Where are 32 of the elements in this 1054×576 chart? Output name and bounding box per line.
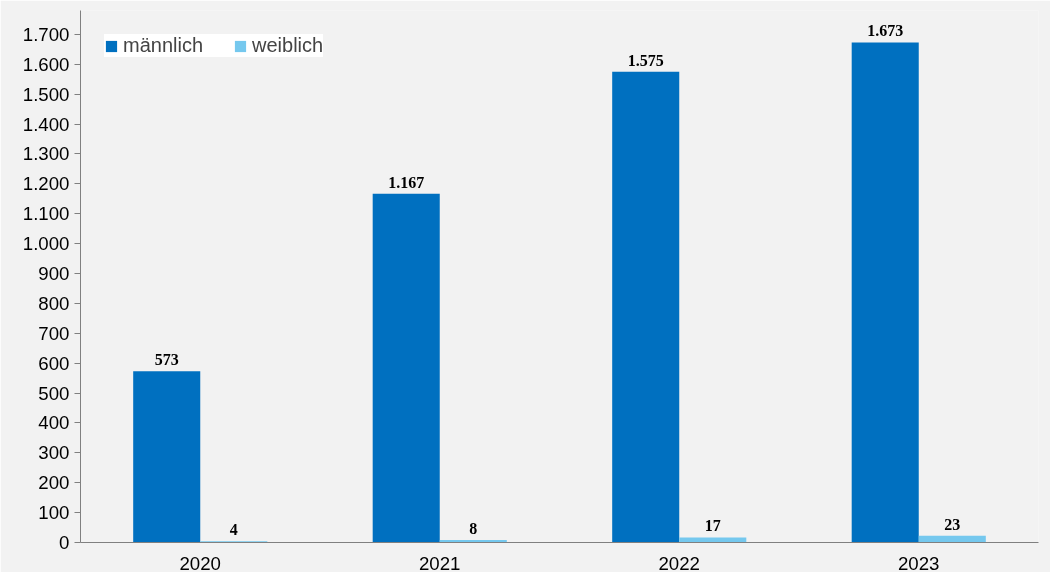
data-label: 1.673 [867, 22, 904, 40]
y-tick-label: 800 [38, 292, 70, 314]
y-tick-label: 600 [38, 352, 70, 374]
y-tick-label: 1.200 [22, 173, 70, 195]
y-tick-label: 1.000 [22, 233, 70, 255]
y-tick-label: 1.500 [22, 83, 70, 105]
legend-label: männlich [123, 34, 204, 57]
y-tick-label: 1.100 [22, 203, 70, 225]
y-tick-label: 1.300 [22, 143, 70, 165]
y-tick-label: 100 [38, 502, 70, 524]
data-label: 8 [469, 520, 478, 538]
x-tick-label: 2022 [658, 552, 701, 574]
data-label: 573 [154, 351, 179, 369]
y-tick-label: 200 [38, 472, 70, 494]
y-tick-label: 1.600 [22, 53, 70, 75]
y-tick-label: 0 [59, 532, 70, 553]
y-tick-label: 1.400 [22, 113, 70, 135]
y-tick-label: 300 [38, 442, 70, 464]
legend-label: weiblich [252, 34, 324, 57]
x-tick-label: 2023 [898, 552, 940, 574]
y-tick-label: 400 [38, 412, 70, 434]
data-label: 23 [944, 515, 961, 533]
y-tick-label: 500 [38, 382, 70, 404]
y-tick-label: 700 [38, 322, 70, 344]
data-label: 17 [704, 517, 721, 535]
data-label: 1.575 [627, 51, 664, 69]
x-tick-label: 2020 [179, 552, 222, 574]
data-label: 1.167 [388, 173, 425, 191]
data-label: 4 [229, 521, 238, 539]
y-tick-label: 900 [38, 263, 70, 285]
y-tick-label: 1.700 [22, 23, 70, 45]
x-tick-label: 2021 [419, 552, 461, 574]
